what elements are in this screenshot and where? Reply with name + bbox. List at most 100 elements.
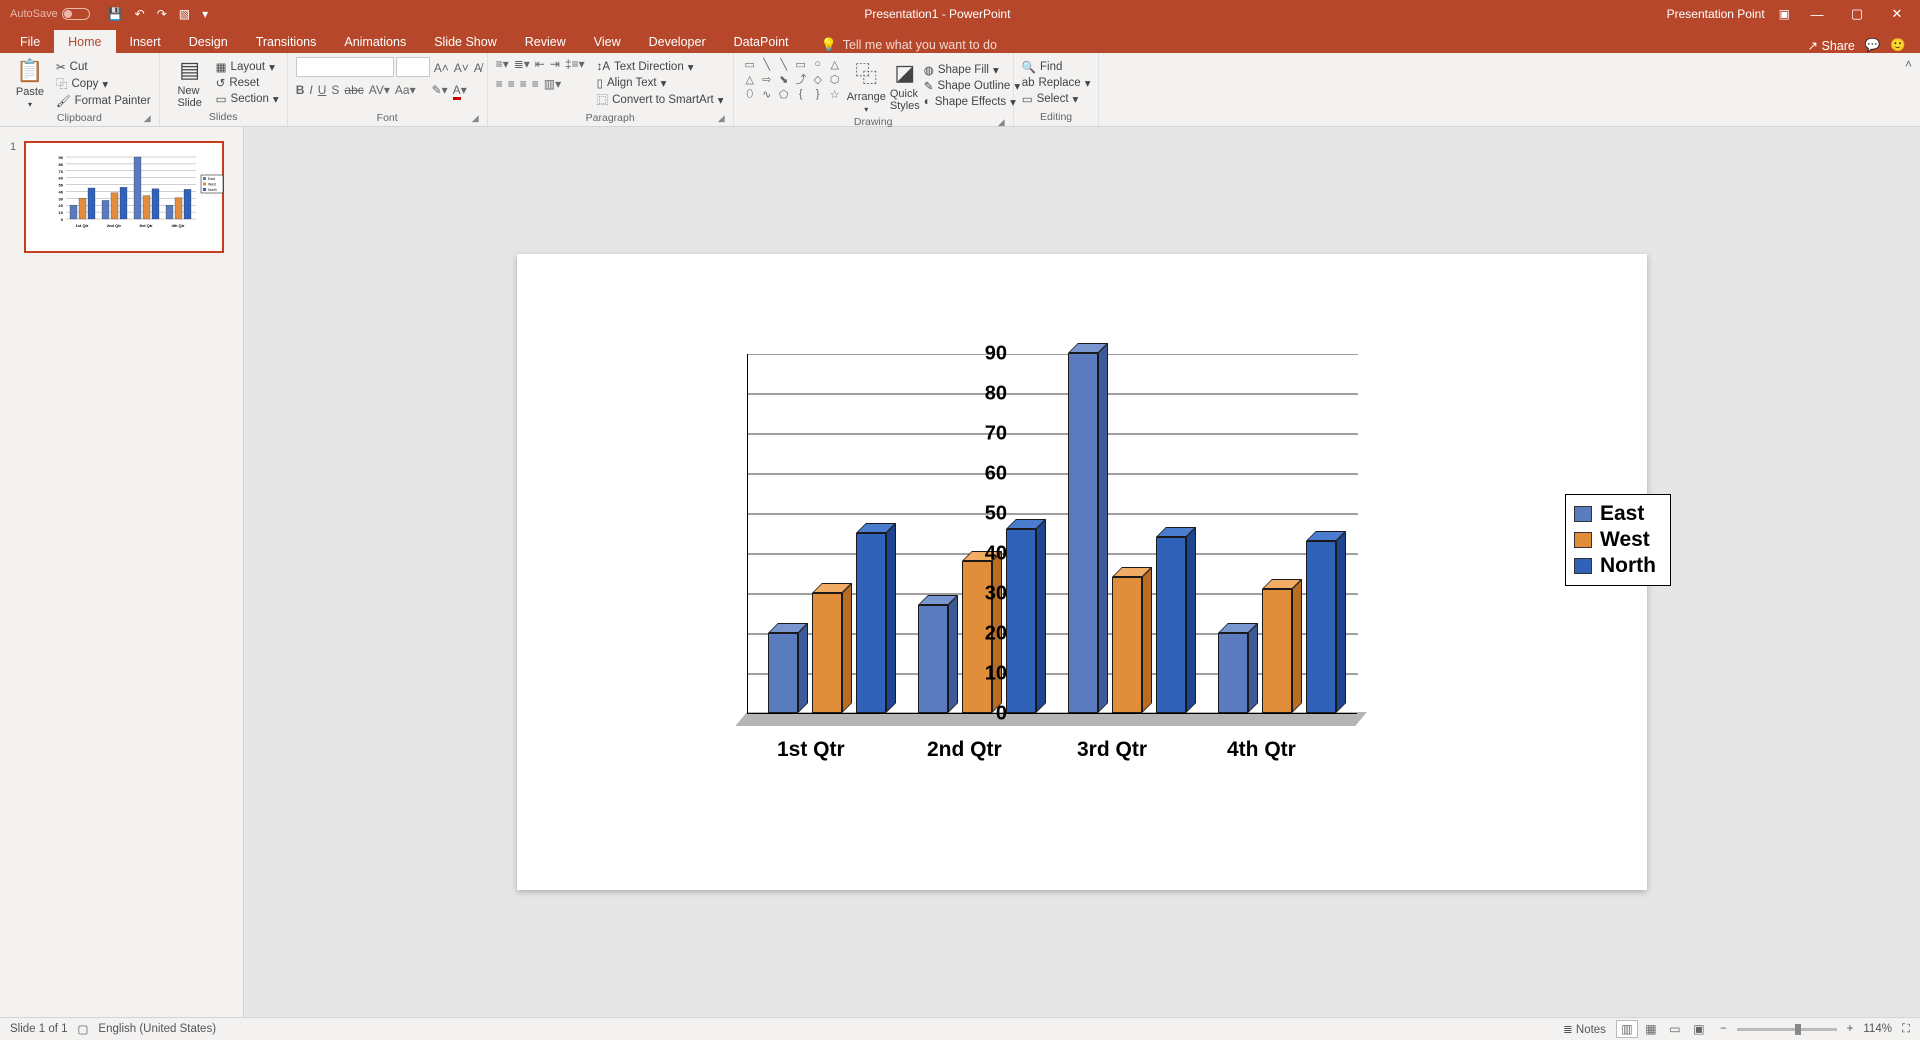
select-button[interactable]: ▭Select ▾ bbox=[1022, 92, 1091, 106]
shape-outline-button[interactable]: ✎Shape Outline ▾ bbox=[924, 79, 1020, 93]
account-icon[interactable]: 🙂 bbox=[1890, 38, 1906, 53]
shape-effects-button[interactable]: ◐Shape Effects ▾ bbox=[924, 95, 1020, 109]
bold-button[interactable]: B bbox=[296, 83, 305, 97]
svg-text:20: 20 bbox=[59, 203, 64, 208]
start-from-beginning-icon[interactable]: ▧ bbox=[179, 7, 190, 21]
layout-button[interactable]: ▦Layout ▾ bbox=[216, 60, 279, 74]
case-button[interactable]: Aa▾ bbox=[395, 83, 416, 97]
spacing-button[interactable]: AV▾ bbox=[369, 83, 390, 97]
sorter-view-button[interactable]: ▦ bbox=[1640, 1020, 1662, 1038]
shape-fill-button[interactable]: ◍Shape Fill ▾ bbox=[924, 63, 1020, 77]
share-button[interactable]: ↗ Share bbox=[1808, 38, 1855, 53]
tab-design[interactable]: Design bbox=[175, 30, 242, 53]
new-slide-button[interactable]: ▤New Slide bbox=[168, 57, 212, 109]
paste-button[interactable]: 📋Paste▾ bbox=[8, 57, 52, 110]
paragraph-launcher-icon[interactable]: ◢ bbox=[718, 113, 725, 124]
align-right-button[interactable]: ≡ bbox=[520, 77, 527, 91]
decrease-font-icon[interactable]: A˅ bbox=[454, 61, 469, 75]
tab-view[interactable]: View bbox=[580, 30, 635, 53]
shapes-gallery[interactable]: ▭╲╲▭○△ △⇨⬊⤴◇⬡ ⬯∿⬠{}☆ bbox=[742, 57, 843, 114]
tab-transitions[interactable]: Transitions bbox=[242, 30, 331, 53]
align-center-button[interactable]: ≡ bbox=[508, 77, 515, 91]
font-color-button[interactable]: A▾ bbox=[453, 83, 467, 97]
presentation-point-label[interactable]: Presentation Point bbox=[1667, 7, 1765, 21]
strike-button[interactable]: abc bbox=[344, 83, 363, 97]
font-name-input[interactable] bbox=[296, 57, 394, 77]
increase-font-icon[interactable]: A˄ bbox=[434, 61, 449, 75]
tab-home[interactable]: Home bbox=[54, 30, 115, 53]
justify-button[interactable]: ≡ bbox=[532, 77, 539, 91]
legend-item-north: North bbox=[1574, 553, 1656, 579]
spellcheck-icon[interactable]: ▢ bbox=[78, 1022, 89, 1036]
tab-datapoint[interactable]: DataPoint bbox=[720, 30, 803, 53]
notes-button[interactable]: ≣ Notes bbox=[1563, 1022, 1606, 1036]
reset-button[interactable]: ↺Reset bbox=[216, 76, 279, 90]
text-direction-button[interactable]: ↕AText Direction ▾ bbox=[597, 60, 724, 74]
slide-indicator[interactable]: Slide 1 of 1 bbox=[10, 1023, 68, 1035]
tab-file[interactable]: File bbox=[6, 30, 54, 53]
bullets-button[interactable]: ≡▾ bbox=[496, 57, 509, 71]
slide[interactable]: 0102030405060708090 1st Qtr2nd Qtr3rd Qt… bbox=[517, 254, 1647, 890]
italic-button[interactable]: I bbox=[309, 83, 312, 97]
tab-slide-show[interactable]: Slide Show bbox=[420, 30, 511, 53]
quick-styles-button[interactable]: ◪Quick Styles bbox=[890, 57, 920, 114]
comments-icon[interactable]: 💬 bbox=[1865, 38, 1881, 53]
tab-review[interactable]: Review bbox=[511, 30, 580, 53]
language-indicator[interactable]: English (United States) bbox=[98, 1023, 216, 1035]
fill-icon: ◍ bbox=[924, 63, 934, 77]
collapse-ribbon-icon[interactable]: ˄ bbox=[1905, 57, 1912, 71]
arrange-button[interactable]: ⿻Arrange▾ bbox=[847, 57, 886, 114]
clear-format-icon[interactable]: A̸ bbox=[474, 61, 482, 75]
clipboard-launcher-icon[interactable]: ◢ bbox=[144, 113, 151, 124]
save-icon[interactable]: 💾 bbox=[108, 7, 123, 21]
line-spacing-button[interactable]: ‡≡▾ bbox=[565, 57, 585, 71]
align-text-button[interactable]: ▯Align Text ▾ bbox=[597, 76, 724, 90]
title-bar: AutoSave 💾 ↶ ↷ ▧ ▾ Presentation1 - Power… bbox=[0, 0, 1920, 28]
bar-west-4thqtr bbox=[1262, 589, 1292, 713]
normal-view-button[interactable]: ▥ bbox=[1616, 1020, 1638, 1038]
smartart-button[interactable]: ⿴Convert to SmartArt ▾ bbox=[597, 92, 724, 108]
increase-indent-button[interactable]: ⇥ bbox=[550, 57, 560, 71]
zoom-level[interactable]: 114% bbox=[1863, 1023, 1892, 1035]
slideshow-view-button[interactable]: ▣ bbox=[1688, 1020, 1710, 1038]
workspace: 1 01020304050607080901st Qtr2nd Qtr3rd Q… bbox=[0, 127, 1920, 1017]
tell-me-search[interactable]: 💡 Tell me what you want to do bbox=[821, 37, 997, 53]
minimize-button[interactable]: — bbox=[1804, 7, 1830, 22]
decrease-indent-button[interactable]: ⇤ bbox=[535, 57, 545, 71]
undo-icon[interactable]: ↶ bbox=[135, 7, 145, 21]
numbering-button[interactable]: ≣▾ bbox=[514, 57, 530, 71]
tab-animations[interactable]: Animations bbox=[330, 30, 420, 53]
format-painter-button[interactable]: 🖌Format Painter bbox=[56, 94, 151, 108]
reading-view-button[interactable]: ▭ bbox=[1664, 1020, 1686, 1038]
columns-button[interactable]: ▥▾ bbox=[544, 77, 561, 91]
find-button[interactable]: 🔍Find bbox=[1022, 60, 1091, 74]
highlight-button[interactable]: ✎▾ bbox=[432, 83, 448, 97]
shadow-button[interactable]: S bbox=[331, 83, 339, 97]
zoom-in-button[interactable]: + bbox=[1847, 1023, 1854, 1035]
zoom-slider[interactable] bbox=[1737, 1028, 1837, 1031]
maximize-button[interactable]: ▢ bbox=[1844, 6, 1870, 22]
redo-icon[interactable]: ↷ bbox=[157, 7, 167, 21]
tab-developer[interactable]: Developer bbox=[635, 30, 720, 53]
copy-button[interactable]: ⿻Copy ▾ bbox=[56, 76, 151, 92]
close-button[interactable]: ✕ bbox=[1884, 6, 1910, 22]
cut-button[interactable]: ✂Cut bbox=[56, 60, 151, 74]
scissors-icon: ✂ bbox=[56, 60, 66, 74]
find-icon: 🔍 bbox=[1022, 60, 1036, 74]
svg-text:2nd Qtr: 2nd Qtr bbox=[107, 223, 122, 228]
align-text-icon: ▯ bbox=[597, 76, 603, 90]
font-size-input[interactable] bbox=[396, 57, 430, 77]
replace-button[interactable]: abReplace ▾ bbox=[1022, 76, 1091, 90]
fit-to-window-button[interactable]: ⛶ bbox=[1902, 1023, 1910, 1036]
ribbon-display-icon[interactable]: ▣ bbox=[1779, 7, 1790, 21]
slide-thumbnail-1[interactable]: 01020304050607080901st Qtr2nd Qtr3rd Qtr… bbox=[24, 141, 224, 253]
autosave-toggle[interactable]: AutoSave bbox=[10, 8, 90, 20]
bar-chart[interactable]: 0102030405060708090 1st Qtr2nd Qtr3rd Qt… bbox=[685, 354, 1625, 794]
font-launcher-icon[interactable]: ◢ bbox=[472, 113, 479, 124]
bar-east-2ndqtr bbox=[918, 605, 948, 713]
align-left-button[interactable]: ≡ bbox=[496, 77, 503, 91]
underline-button[interactable]: U bbox=[318, 83, 327, 97]
zoom-out-button[interactable]: − bbox=[1720, 1023, 1727, 1035]
tab-insert[interactable]: Insert bbox=[116, 30, 175, 53]
section-button[interactable]: ▭Section ▾ bbox=[216, 92, 279, 106]
